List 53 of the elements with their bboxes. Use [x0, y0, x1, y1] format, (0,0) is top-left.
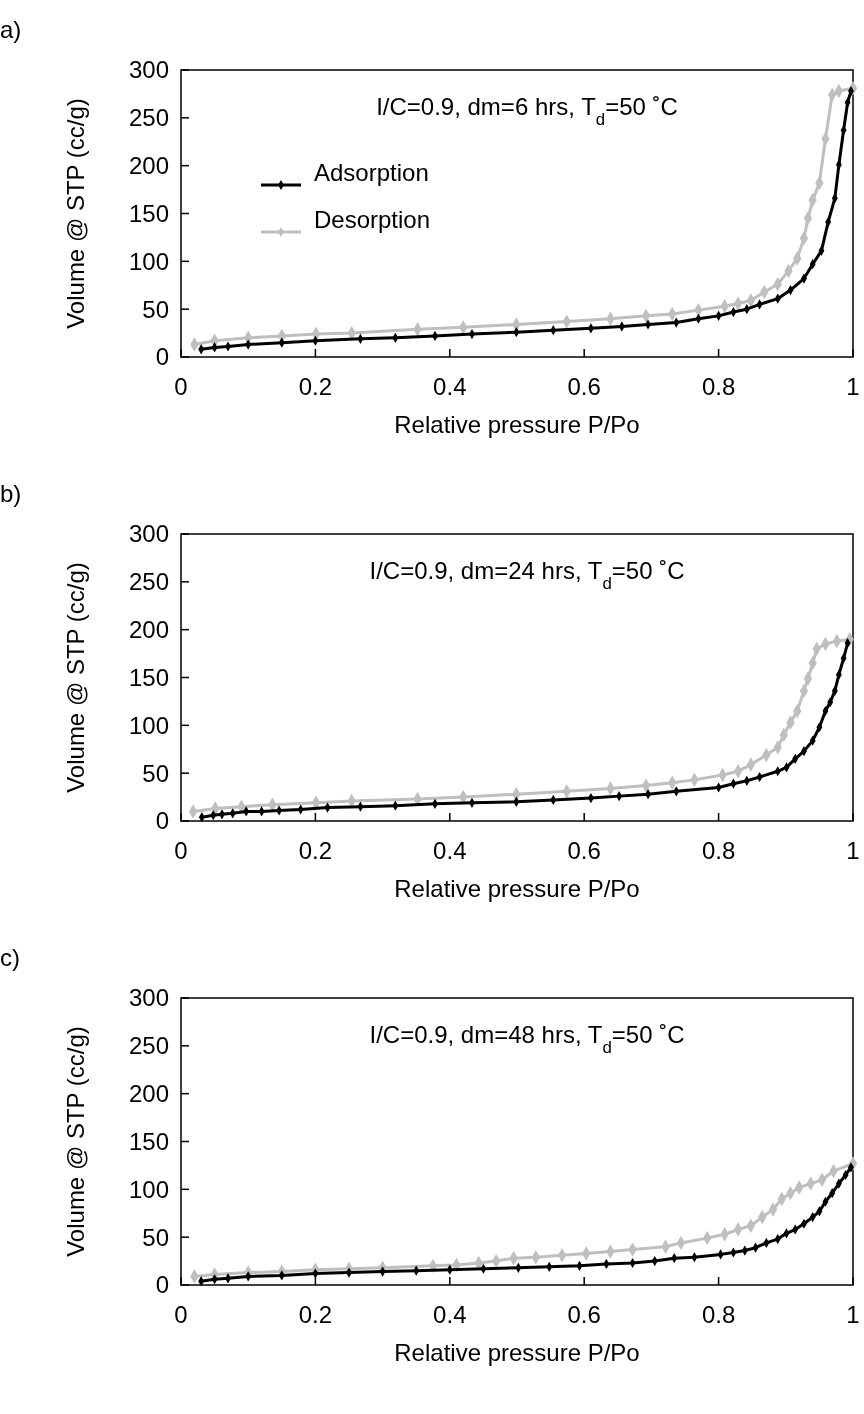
x-tick-label: 1 — [846, 1301, 860, 1328]
x-tick-label: 1 — [846, 837, 860, 864]
annotation: I/C=0.9, dm=24 hrs, T$_{d}$=50 ˚C — [369, 557, 685, 593]
x-axis-title: Relative pressure P/Po — [394, 875, 640, 902]
y-tick-label: 50 — [142, 759, 169, 787]
y-tick-label: 100 — [128, 1175, 169, 1203]
chart-title: c) — [0, 944, 20, 971]
y-tick-label: 250 — [128, 104, 169, 132]
annotation: I/C=0.9, dm=48 hrs, T$_{d}$=50 ˚C — [369, 1021, 685, 1057]
y-axis-title: Volume @ STP (cc/g) — [62, 1026, 89, 1257]
annotation: I/C=0.9, dm=6 hrs, T$_{d}$=50 ˚C — [376, 93, 678, 129]
y-tick-label: 200 — [128, 1080, 169, 1108]
y-tick-label: 0 — [155, 807, 169, 835]
y-tick-label: 150 — [128, 663, 169, 691]
y-tick-label: 200 — [128, 152, 169, 180]
y-tick-label: 0 — [155, 343, 169, 371]
x-tick-label: 0.8 — [701, 837, 736, 864]
x-tick-label: 0.2 — [298, 837, 333, 864]
x-tick-label: 0.6 — [567, 1301, 601, 1328]
y-axis-title: Volume @ STP (cc/g) — [62, 562, 89, 793]
y-tick-label: 250 — [128, 568, 169, 596]
y-axis-title: Volume @ STP (cc/g) — [62, 98, 89, 329]
y-tick-label: 200 — [128, 616, 169, 644]
x-tick-label: 0.4 — [433, 373, 467, 400]
y-tick-label: 300 — [128, 984, 169, 1012]
chart-title: b) — [0, 480, 22, 507]
x-tick-label: 0 — [174, 1301, 188, 1328]
x-tick-label: 0.8 — [701, 373, 736, 400]
y-tick-label: 300 — [128, 56, 169, 84]
y-tick-label: 0 — [155, 1271, 169, 1299]
x-tick-label: 0 — [174, 837, 188, 864]
y-tick-label: 150 — [128, 1127, 169, 1155]
y-tick-label: 250 — [128, 1032, 169, 1060]
x-tick-label: 1 — [846, 373, 860, 400]
x-tick-label: 0.2 — [298, 373, 333, 400]
x-tick-label: 0.6 — [567, 373, 601, 400]
y-tick-label: 300 — [128, 520, 169, 548]
x-tick-label: 0.8 — [701, 1301, 736, 1328]
x-tick-label: 0.6 — [567, 837, 601, 864]
x-axis-title: Relative pressure P/Po — [394, 1339, 640, 1366]
y-tick-label: 150 — [128, 199, 169, 227]
x-tick-label: 0.2 — [298, 1301, 333, 1328]
y-tick-label: 100 — [128, 711, 169, 739]
y-tick-label: 50 — [142, 1223, 169, 1251]
chart-title: a) — [0, 16, 22, 43]
x-axis-title: Relative pressure P/Po — [394, 411, 640, 438]
legend-label: Adsorption — [314, 159, 429, 186]
x-tick-label: 0.4 — [433, 1301, 467, 1328]
y-tick-label: 100 — [128, 247, 169, 275]
legend-label: Desorption — [314, 206, 431, 233]
y-tick-label: 50 — [142, 295, 169, 323]
x-tick-label: 0.4 — [433, 837, 467, 864]
x-tick-label: 0 — [174, 373, 188, 400]
